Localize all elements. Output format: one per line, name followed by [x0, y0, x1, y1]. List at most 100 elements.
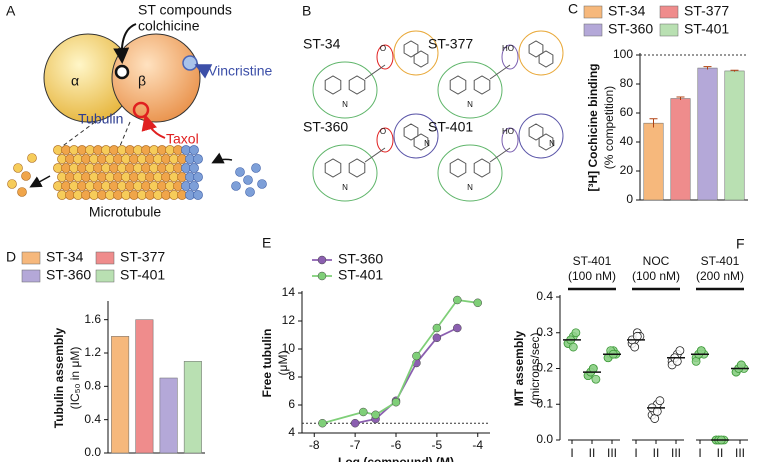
- arrow: [141, 114, 166, 139]
- legend-label: ST-377: [120, 249, 165, 265]
- vincristine-site: [182, 55, 198, 71]
- atom-label: O: [380, 127, 386, 136]
- arrow: [113, 23, 137, 64]
- ring: [413, 133, 429, 151]
- aryl-ring: [393, 30, 439, 76]
- free-dimer: [231, 181, 241, 191]
- bond: [489, 147, 511, 163]
- subunit: [193, 154, 203, 164]
- subunit: [189, 145, 199, 155]
- carbazole-ring: [312, 61, 378, 119]
- x-tick-label: II: [653, 446, 660, 460]
- taxol-site: [132, 101, 150, 119]
- y-tick-label: 0.8: [84, 379, 101, 393]
- bond: [364, 147, 386, 163]
- y-axis-subtitle: (μM): [276, 351, 290, 376]
- subunit: [193, 172, 203, 182]
- panel-letter: A: [6, 3, 16, 19]
- x-tick-label: III: [607, 446, 617, 460]
- ring: [403, 123, 419, 141]
- x-tick-label: III: [671, 446, 681, 460]
- y-tick-label: 0.0: [84, 445, 101, 459]
- atom-label: N: [467, 183, 473, 192]
- error-bar: [649, 118, 658, 128]
- free-dimer: [17, 187, 27, 197]
- arrow: [211, 152, 233, 164]
- point: [675, 346, 685, 356]
- legend-swatch: [659, 23, 679, 37]
- free-dimer: [13, 163, 23, 173]
- atom-label: HO: [502, 44, 514, 53]
- bar: [670, 98, 691, 201]
- x-tick-label: -8: [309, 438, 320, 452]
- bar: [643, 122, 664, 201]
- label: β: [138, 73, 146, 89]
- panel-letter: D: [6, 249, 16, 265]
- subunit: [189, 181, 199, 191]
- group-dose: (100 nM): [632, 269, 680, 283]
- x-tick-label: II: [589, 446, 596, 460]
- group-dose: (200 nM): [696, 269, 744, 283]
- atom-label: N: [342, 100, 348, 109]
- point: [571, 328, 581, 338]
- linker: [501, 44, 519, 70]
- group-name: ST-401: [701, 254, 740, 268]
- carbazole-ring: [312, 144, 378, 202]
- bar: [111, 336, 130, 454]
- panel-letter: C: [568, 1, 578, 17]
- y-tick-label: 80: [620, 76, 634, 90]
- point: [391, 397, 401, 407]
- y-axis-title: [³H] Cochicine binding: [586, 64, 600, 192]
- ring: [528, 123, 544, 141]
- bar: [724, 70, 745, 201]
- point: [432, 323, 442, 333]
- free-dimer: [235, 167, 245, 177]
- legend-label: ST-377: [684, 3, 729, 19]
- ring: [324, 75, 342, 95]
- y-tick-label: 0.1: [536, 396, 553, 410]
- point: [655, 396, 665, 406]
- carbazole-ring: [437, 61, 503, 119]
- ring: [403, 40, 419, 58]
- subunit: [193, 190, 203, 200]
- y-axis-title: Free tubulin: [260, 329, 274, 398]
- ring: [473, 75, 491, 95]
- point: [473, 298, 482, 308]
- legend-label: ST-360: [46, 267, 91, 283]
- ring: [538, 50, 554, 68]
- label: colchicine: [138, 18, 200, 34]
- ring: [449, 75, 467, 95]
- free-dimer: [243, 175, 253, 185]
- label: Microtubule: [89, 204, 162, 220]
- y-tick-label: 100: [613, 47, 633, 61]
- colchicine-site: [114, 64, 130, 80]
- free-dimer: [7, 179, 17, 189]
- y-axis-title: Tubulin assembly: [52, 327, 66, 428]
- legend-swatch: [21, 251, 41, 265]
- label: α: [71, 73, 79, 89]
- label: Vincristine: [208, 63, 273, 79]
- compound-name: ST-377: [428, 36, 473, 52]
- ring: [473, 158, 491, 178]
- arrow: [194, 64, 213, 79]
- bar: [183, 361, 202, 454]
- group-name: ST-401: [573, 254, 612, 268]
- panel-letter: F: [736, 236, 745, 252]
- y-axis-title: MT assembly: [512, 330, 526, 406]
- point: [591, 374, 601, 384]
- atom-label: N: [467, 100, 473, 109]
- label: ST compounds: [138, 2, 232, 18]
- y-tick-label: 60: [620, 105, 634, 119]
- y-tick-label: 0.4: [536, 289, 553, 303]
- dashed-guide: [59, 121, 96, 149]
- linker: [376, 127, 394, 153]
- label: Taxol: [166, 131, 199, 147]
- aryl-ring: [518, 30, 564, 76]
- atom-label: HO: [502, 127, 514, 136]
- y-tick-label: 40: [620, 134, 634, 148]
- panel-letter: B: [302, 3, 311, 19]
- subunit: [189, 163, 199, 173]
- compound-name: ST-401: [428, 119, 473, 135]
